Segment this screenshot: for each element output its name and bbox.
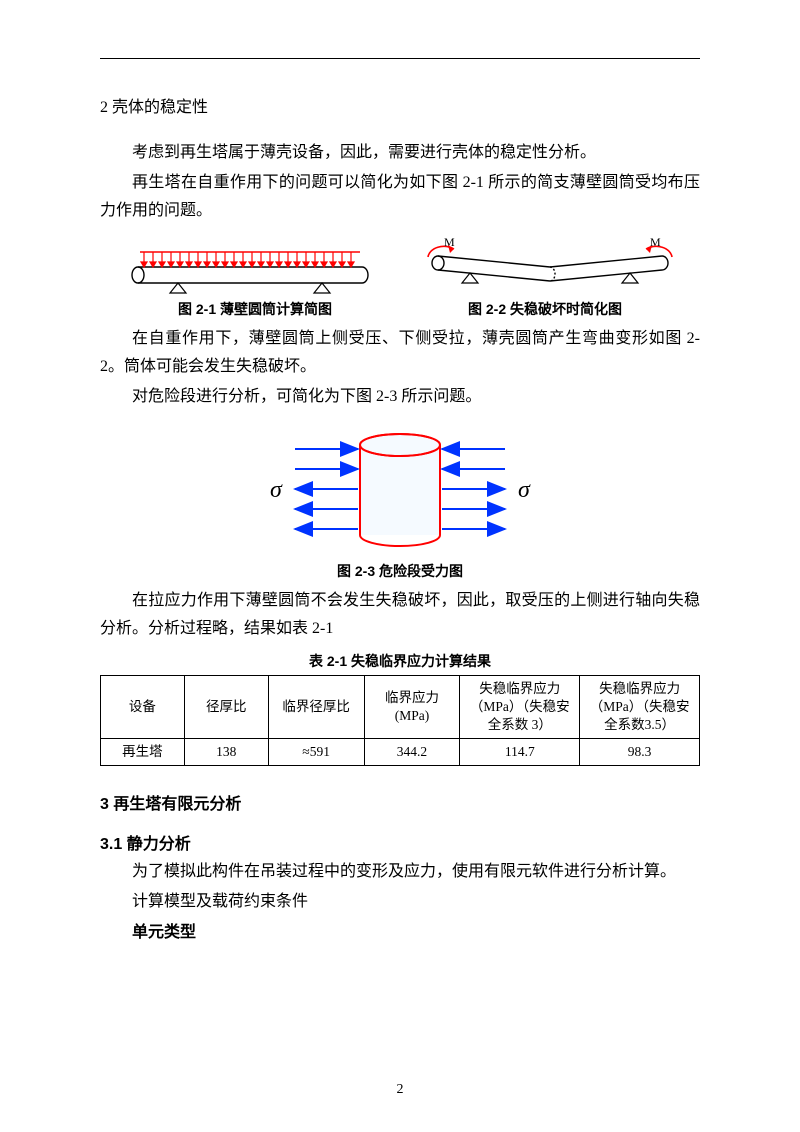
- moment-label-left: M: [444, 235, 455, 249]
- figure-2-3: σ σ: [240, 425, 560, 555]
- th-4: 失稳临界应力（MPa）（失稳安全系数 3）: [460, 676, 580, 739]
- td-0: 再生塔: [101, 739, 185, 766]
- paragraph-2: 再生塔在自重作用下的问题可以简化为如下图 2-1 所示的简支薄壁圆筒受均布压力作…: [100, 169, 700, 225]
- paragraph-7: 计算模型及载荷约束条件: [100, 888, 700, 916]
- td-2: ≈591: [268, 739, 364, 766]
- th-5: 失稳临界应力（MPa）（失稳安全系数3.5）: [580, 676, 700, 739]
- table-2-1: 设备 径厚比 临界径厚比 临界应力(MPa) 失稳临界应力（MPa）（失稳安全系…: [100, 675, 700, 766]
- table-header-row: 设备 径厚比 临界径厚比 临界应力(MPa) 失稳临界应力（MPa）（失稳安全系…: [101, 676, 700, 739]
- paragraph-4: 对危险段进行分析，可简化为下图 2-3 所示问题。: [100, 383, 700, 411]
- figure-2-2: M M: [420, 235, 680, 295]
- figure-2-1-caption: 图 2-1 薄壁圆筒计算简图: [145, 299, 365, 319]
- section-title: 2 壳体的稳定性: [100, 93, 700, 117]
- figure-2-3-caption: 图 2-3 危险段受力图: [100, 561, 700, 581]
- paragraph-8: 单元类型: [100, 918, 700, 942]
- th-1: 径厚比: [184, 676, 268, 739]
- table-2-1-title: 表 2-1 失稳临界应力计算结果: [100, 651, 700, 671]
- paragraph-1: 考虑到再生塔属于薄壳设备，因此，需要进行壳体的稳定性分析。: [100, 139, 700, 167]
- figure-caption-row-1: 图 2-1 薄壁圆筒计算简图 图 2-2 失稳破坏时简化图: [100, 299, 700, 319]
- heading-3: 3 再生塔有限元分析: [100, 790, 700, 814]
- moment-label-right: M: [650, 235, 661, 249]
- td-5: 98.3: [580, 739, 700, 766]
- page-number: 2: [0, 1082, 800, 1098]
- table-row: 再生塔 138 ≈591 344.2 114.7 98.3: [101, 739, 700, 766]
- th-0: 设备: [101, 676, 185, 739]
- td-1: 138: [184, 739, 268, 766]
- figure-2-2-caption: 图 2-2 失稳破坏时简化图: [435, 299, 655, 319]
- sigma-left: σ: [270, 477, 283, 503]
- paragraph-6: 为了模拟此构件在吊装过程中的变形及应力，使用有限元软件进行分析计算。: [100, 858, 700, 886]
- heading-3-1: 3.1 静力分析: [100, 830, 700, 854]
- sigma-right: σ: [518, 477, 531, 503]
- top-rule: [100, 58, 700, 59]
- paragraph-3: 在自重作用下，薄壁圆筒上侧受压、下侧受拉，薄壳圆筒产生弯曲变形如图 2-2。筒体…: [100, 325, 700, 381]
- figure-row-1: M M: [100, 235, 700, 295]
- figure-2-3-wrap: σ σ: [100, 425, 700, 555]
- paragraph-5: 在拉应力作用下薄壁圆筒不会发生失稳破坏，因此，取受压的上侧进行轴向失稳分析。分析…: [100, 587, 700, 643]
- td-3: 344.2: [364, 739, 460, 766]
- th-3: 临界应力(MPa): [364, 676, 460, 739]
- th-2: 临界径厚比: [268, 676, 364, 739]
- figure-2-1: [120, 235, 380, 295]
- td-4: 114.7: [460, 739, 580, 766]
